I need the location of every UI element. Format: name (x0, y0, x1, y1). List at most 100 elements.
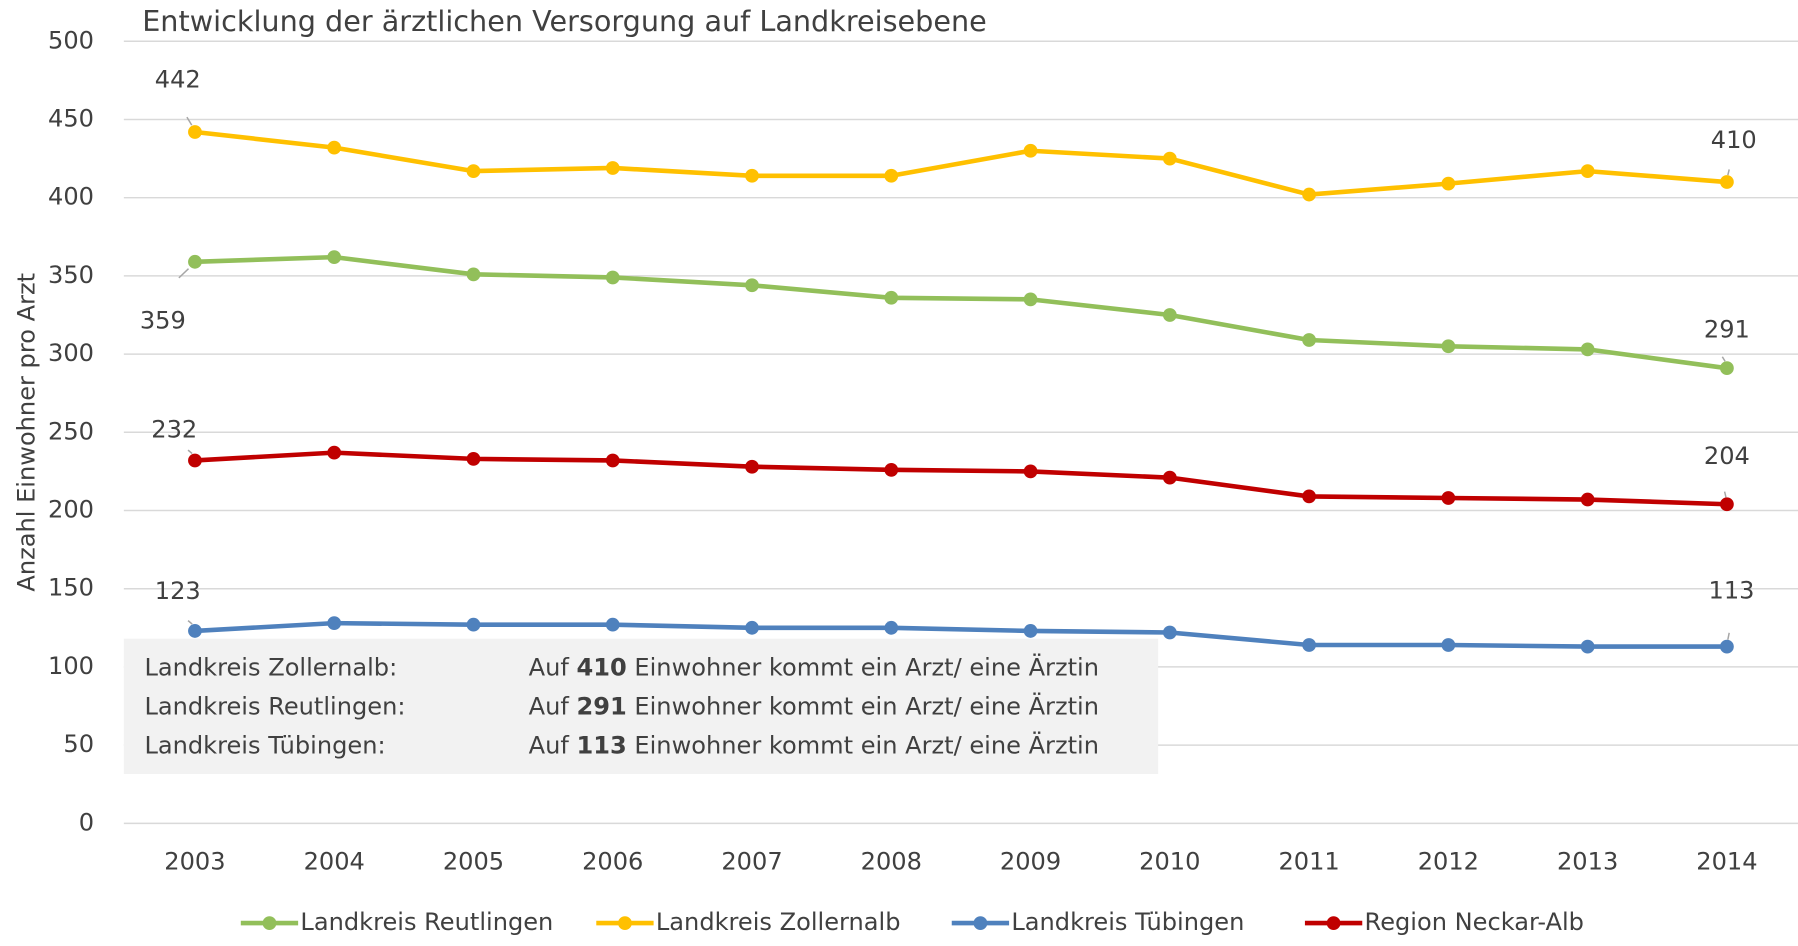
data-point (188, 624, 202, 638)
data-point (745, 459, 759, 474)
x-tick-label: 2012 (1418, 847, 1479, 875)
data-point (1720, 175, 1734, 189)
y-tick-label: 250 (48, 417, 94, 445)
leader-line (186, 116, 193, 126)
info-text: Auf 291 Einwohner kommt ein Arzt/ eine Ä… (529, 692, 1099, 721)
data-point (1302, 489, 1316, 504)
data-point (1023, 624, 1038, 638)
data-point (1720, 639, 1734, 654)
y-tick-label: 300 (48, 339, 94, 367)
chart-title: Entwicklung der ärztlichen Versorgung au… (142, 4, 987, 38)
data-point (466, 617, 481, 632)
legend-label: Region Neckar-Alb (1365, 908, 1584, 936)
data-point (327, 250, 342, 265)
y-tick-label: 400 (48, 183, 94, 211)
data-point (1441, 491, 1456, 505)
data-point (1162, 470, 1177, 485)
data-point (1302, 638, 1316, 652)
data-point (605, 453, 620, 468)
data-point (1023, 143, 1038, 158)
data-point (605, 161, 620, 175)
info-part: 291 (576, 693, 626, 721)
data-point (1162, 151, 1177, 166)
data-point (188, 254, 202, 269)
info-text: Auf 113 Einwohner kommt ein Arzt/ eine Ä… (529, 730, 1099, 759)
data-label: 232 (151, 416, 197, 444)
y-tick-label: 150 (48, 574, 94, 602)
legend-label: Landkreis Zollernalb (656, 908, 901, 936)
x-tick-label: 2011 (1278, 847, 1339, 875)
info-box (123, 638, 1159, 775)
legend-marker (973, 916, 988, 930)
y-tick-label: 450 (48, 104, 94, 132)
data-point (1023, 292, 1038, 307)
y-axis-label: Anzahl Einwohner pro Arzt (13, 273, 41, 592)
x-tick-label: 2010 (1139, 847, 1200, 875)
series-line (194, 450, 1727, 507)
info-text: Auf 410 Einwohner kommt ein Arzt/ eine Ä… (529, 653, 1099, 682)
data-point (1023, 464, 1038, 479)
data-point (745, 168, 759, 183)
data-point (1441, 339, 1456, 354)
data-point (1720, 497, 1734, 512)
x-tick-label: 2006 (582, 847, 643, 875)
data-point (327, 616, 342, 630)
data-point (327, 140, 342, 155)
info-name: Landkreis Reutlingen: (144, 693, 405, 721)
info-part: Auf (529, 654, 570, 682)
legend-label: Landkreis Tübingen (1011, 908, 1244, 936)
leader-line (178, 268, 190, 279)
series-line (194, 254, 1728, 371)
data-point (466, 164, 481, 178)
data-point (466, 267, 481, 282)
data-point (1162, 308, 1177, 322)
data-point (466, 452, 481, 466)
x-tick-label: 2008 (861, 847, 922, 875)
legend-label: Landkreis Reutlingen (300, 908, 553, 936)
info-part: 113 (576, 731, 626, 759)
data-label: 123 (155, 577, 201, 605)
data-point (327, 445, 342, 460)
info-part: Einwohner kommt ein Arzt/ eine Ärztin (634, 692, 1099, 721)
x-tick-label: 2014 (1696, 847, 1757, 875)
data-point (884, 462, 899, 477)
data-point (1580, 639, 1595, 654)
data-point (1441, 638, 1456, 652)
data-point (1580, 342, 1595, 357)
y-tick-label: 500 (48, 26, 94, 54)
y-tick-label: 0 (79, 808, 94, 836)
y-tick-label: 100 (48, 652, 94, 680)
leader-line (1721, 356, 1726, 362)
data-label: 204 (1704, 442, 1750, 470)
data-point (1720, 361, 1734, 376)
data-point (1162, 625, 1177, 640)
x-tick-label: 2005 (443, 847, 504, 875)
data-point (188, 125, 202, 139)
leader-line (1727, 169, 1730, 176)
data-point (1580, 492, 1595, 507)
series-line (194, 129, 1728, 197)
info-part: Auf (529, 731, 570, 759)
data-point (745, 278, 759, 293)
x-tick-label: 2003 (164, 847, 225, 875)
x-tick-label: 2009 (1000, 847, 1061, 875)
series-line (194, 620, 1727, 649)
y-tick-label: 50 (63, 730, 94, 758)
data-label: 113 (1709, 577, 1755, 605)
leader-line (1727, 632, 1730, 640)
info-part: Einwohner kommt ein Arzt/ eine Ärztin (634, 730, 1099, 759)
legend-marker (262, 916, 277, 930)
data-point (745, 620, 759, 635)
y-tick-label: 350 (48, 261, 94, 289)
data-point (1302, 333, 1316, 347)
data-point (188, 453, 202, 468)
data-point (1441, 176, 1456, 191)
data-label: 359 (140, 306, 186, 334)
info-name: Landkreis Zollernalb: (144, 654, 397, 682)
data-point (884, 290, 899, 305)
data-point (884, 620, 899, 635)
info-part: 410 (576, 654, 626, 682)
info-part: Einwohner kommt ein Arzt/ eine Ärztin (634, 653, 1099, 682)
leader-line (187, 449, 193, 455)
